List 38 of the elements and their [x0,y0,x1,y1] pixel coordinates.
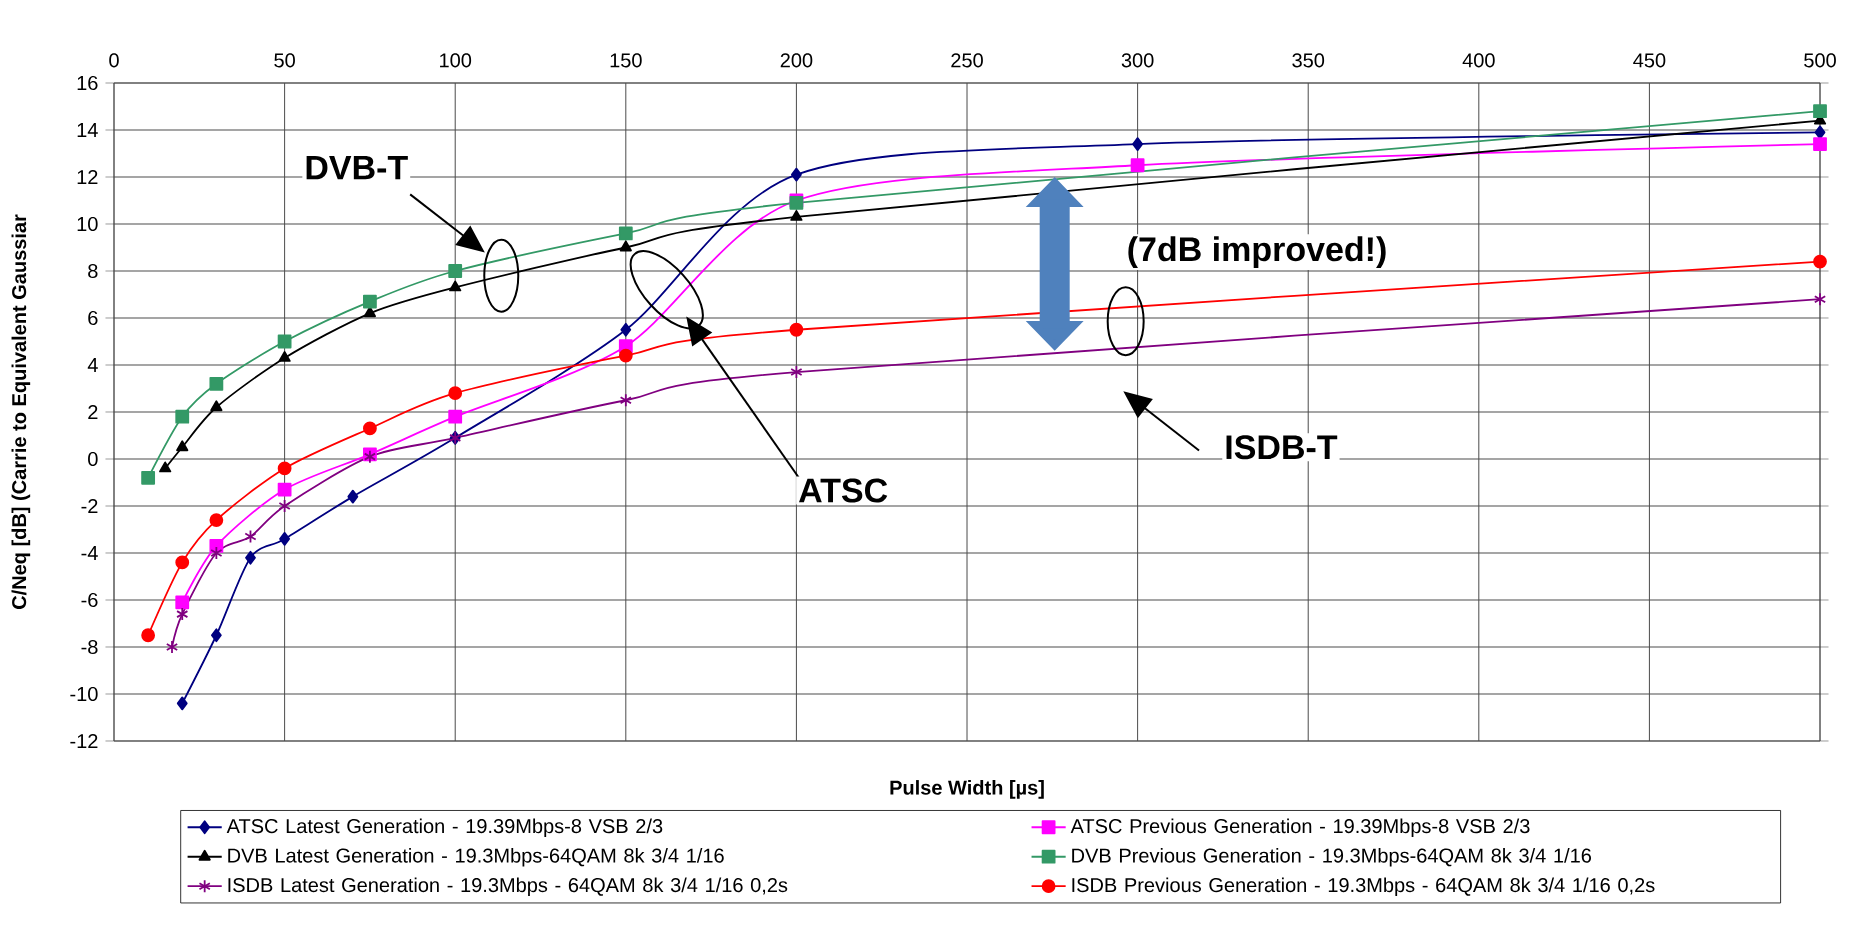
annotation: (7dB improved!) [1128,236,1386,269]
y-tick-label: 6 [88,310,98,326]
y-tick-label: 16 [77,75,98,91]
y-tick-label: 0 [88,451,98,467]
legend-label: ATSC Previous Generation - 19.39Mbps-8 VSB 2/3 [1070,818,1530,838]
x-tick-label: 250 [951,53,983,68]
x-tick-label: 100 [440,53,472,68]
annotation: ATSC [798,478,888,503]
y-tick-label: -12 [70,734,98,748]
legend-label: ISDB Previous Generation - 19.3Mbps - 64QAM 8k 3/4 1/16 0,2s [1072,877,1655,897]
y-axis-title: C/Neq [dB] (Carrie to Equivalent Gaussiar [11,214,31,609]
y-tick-label: 8 [88,263,98,279]
x-axis-title: Pulse Width [µs] [890,780,1044,799]
x-tick-label: 200 [780,53,813,68]
x-tick-label: 300 [1121,53,1154,68]
y-tick-label: 4 [87,358,98,372]
y-tick-label: 2 [88,405,98,419]
y-tick-label: -10 [70,686,98,702]
x-tick-label: 500 [1804,53,1836,68]
x-tick-label: 400 [1462,53,1495,68]
y-tick-label: -4 [81,546,98,560]
annotation: ISDB-T [1226,435,1338,460]
legend-label: DVB Previous Generation - 19.3Mbps-64QAM 8k 3/4 1/16 [1072,847,1592,867]
y-tick-label: 12 [77,170,98,184]
legend-label: DVB Latest Generation - 19.3Mbps-64QAM 8k 3/4 1/16 [228,847,724,867]
legend-label: ISDB Latest Generation - 19.3Mbps - 64QAM 8k 3/4 1/16 0,2s [228,877,788,897]
y-tick-label: -8 [81,639,98,655]
y-tick-label: -2 [81,499,98,513]
x-tick-label: 150 [610,53,642,68]
y-tick-label: 14 [77,123,98,137]
legend-label: ATSC Latest Generation - 19.39Mbps-8 VSB 2/3 [226,818,663,838]
x-tick-label: 50 [274,53,295,68]
annotation: DVB-T [306,155,408,180]
x-tick-label: 0 [109,53,119,68]
x-tick-label: 350 [1292,53,1325,68]
y-tick-label: 10 [77,216,98,232]
y-tick-label: -6 [81,592,98,608]
x-tick-label: 450 [1633,53,1666,68]
